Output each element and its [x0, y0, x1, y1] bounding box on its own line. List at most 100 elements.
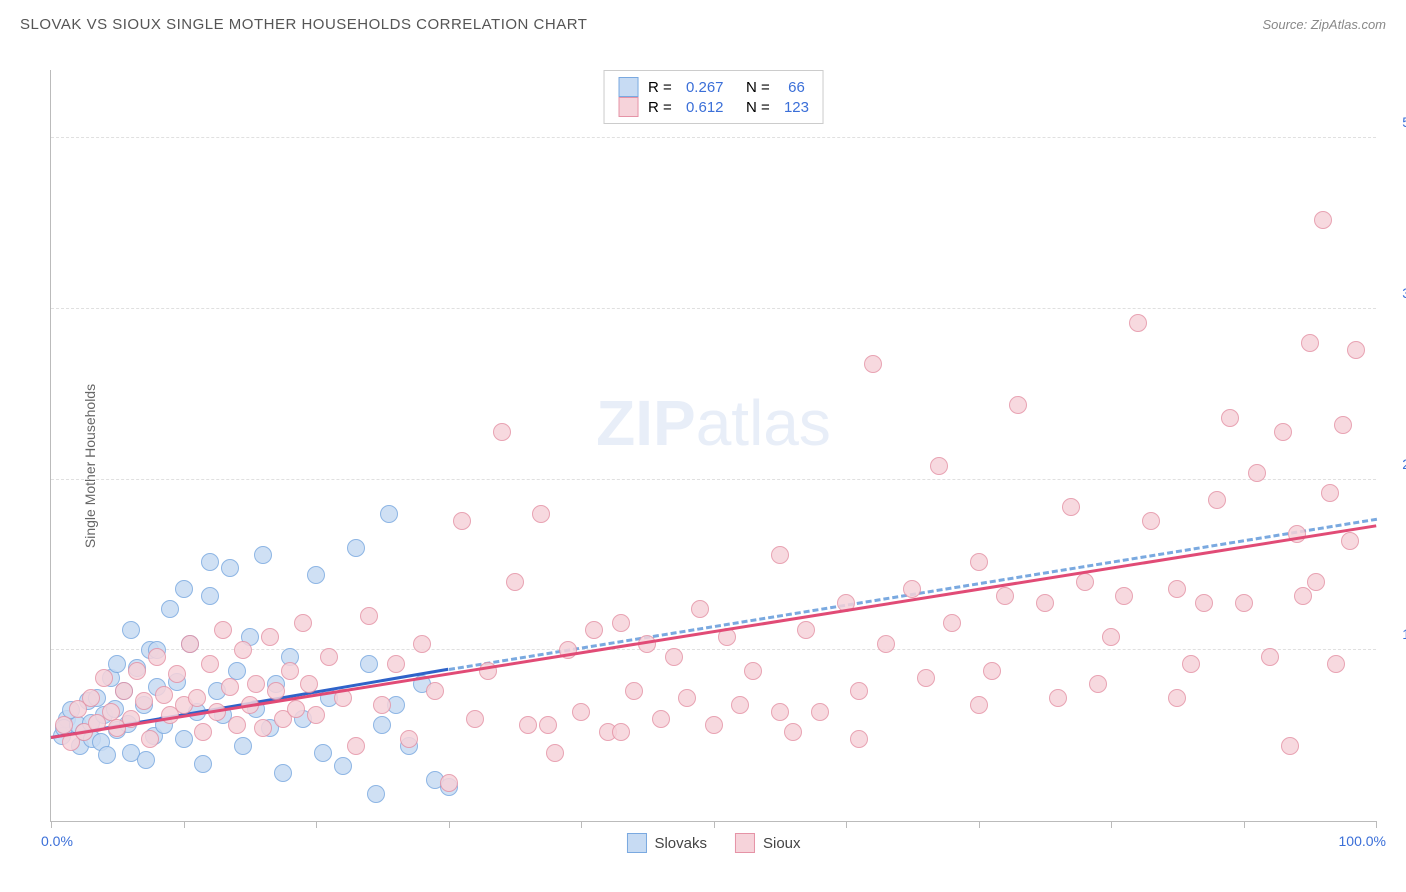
data-point [1142, 512, 1160, 530]
x-tick [714, 821, 715, 828]
data-point [453, 512, 471, 530]
scatter-plot: ZIPatlas R = 0.267 N = 66 R = 0.612 N = … [50, 70, 1376, 822]
data-point [102, 703, 120, 721]
n-value-slovaks: 66 [788, 79, 805, 96]
data-point [300, 675, 318, 693]
data-point [214, 621, 232, 639]
data-point [373, 696, 391, 714]
data-point [261, 628, 279, 646]
data-point [612, 614, 630, 632]
data-point [970, 553, 988, 571]
data-point [1036, 594, 1054, 612]
data-point [903, 580, 921, 598]
legend-label-slovaks: Slovaks [654, 835, 707, 852]
y-tick-label: 50.0% [1382, 114, 1406, 130]
data-point [221, 678, 239, 696]
data-point [334, 757, 352, 775]
r-value-slovaks: 0.267 [686, 79, 724, 96]
swatch-sioux [618, 97, 638, 117]
x-axis-min-label: 0.0% [41, 833, 73, 849]
data-point [254, 719, 272, 737]
data-point [943, 614, 961, 632]
data-point [466, 710, 484, 728]
watermark: ZIPatlas [596, 386, 831, 460]
data-point [426, 682, 444, 700]
data-point [1129, 314, 1147, 332]
gridline [51, 479, 1376, 480]
legend-row-slovaks: R = 0.267 N = 66 [618, 77, 809, 97]
data-point [744, 662, 762, 680]
data-point [1168, 580, 1186, 598]
x-tick [581, 821, 582, 828]
data-point [1274, 423, 1292, 441]
y-tick-label: 12.5% [1382, 626, 1406, 642]
data-point [347, 737, 365, 755]
data-point [585, 621, 603, 639]
data-point [188, 689, 206, 707]
data-point [1208, 491, 1226, 509]
r-value-sioux: 0.612 [686, 99, 724, 116]
x-tick [449, 821, 450, 828]
data-point [784, 723, 802, 741]
data-point [294, 614, 312, 632]
y-tick-label: 37.5% [1382, 285, 1406, 301]
data-point [1076, 573, 1094, 591]
data-point [1301, 334, 1319, 352]
watermark-atlas: atlas [696, 387, 831, 459]
data-point [194, 755, 212, 773]
data-point [1009, 396, 1027, 414]
data-point [387, 655, 405, 673]
legend-swatch-slovaks [626, 833, 646, 853]
data-point [380, 505, 398, 523]
x-tick [846, 821, 847, 828]
data-point [141, 730, 159, 748]
data-point [691, 600, 709, 618]
data-point [175, 580, 193, 598]
data-point [148, 648, 166, 666]
chart-header: SLOVAK VS SIOUX SINGLE MOTHER HOUSEHOLDS… [0, 0, 1406, 40]
data-point [1235, 594, 1253, 612]
data-point [1261, 648, 1279, 666]
data-point [440, 774, 458, 792]
data-point [254, 546, 272, 564]
data-point [612, 723, 630, 741]
gridline [51, 308, 1376, 309]
data-point [400, 730, 418, 748]
data-point [122, 621, 140, 639]
data-point [95, 669, 113, 687]
data-point [281, 662, 299, 680]
series-legend: Slovaks Sioux [626, 833, 800, 853]
data-point [1321, 484, 1339, 502]
data-point [175, 730, 193, 748]
data-point [307, 566, 325, 584]
legend-row-sioux: R = 0.612 N = 123 [618, 97, 809, 117]
data-point [705, 716, 723, 734]
data-point [128, 662, 146, 680]
data-point [1062, 498, 1080, 516]
data-point [367, 785, 385, 803]
data-point [413, 635, 431, 653]
x-tick [1376, 821, 1377, 828]
data-point [850, 730, 868, 748]
data-point [201, 587, 219, 605]
data-point [996, 587, 1014, 605]
chart-title: SLOVAK VS SIOUX SINGLE MOTHER HOUSEHOLDS… [20, 16, 587, 33]
data-point [267, 682, 285, 700]
data-point [320, 648, 338, 666]
data-point [314, 744, 332, 762]
data-point [82, 689, 100, 707]
legend-item-sioux: Sioux [735, 833, 801, 853]
data-point [493, 423, 511, 441]
data-point [1281, 737, 1299, 755]
x-tick [316, 821, 317, 828]
swatch-slovaks [618, 77, 638, 97]
data-point [539, 716, 557, 734]
data-point [108, 655, 126, 673]
data-point [546, 744, 564, 762]
data-point [1168, 689, 1186, 707]
data-point [181, 635, 199, 653]
data-point [625, 682, 643, 700]
data-point [201, 553, 219, 571]
n-value-sioux: 123 [784, 99, 809, 116]
data-point [287, 700, 305, 718]
